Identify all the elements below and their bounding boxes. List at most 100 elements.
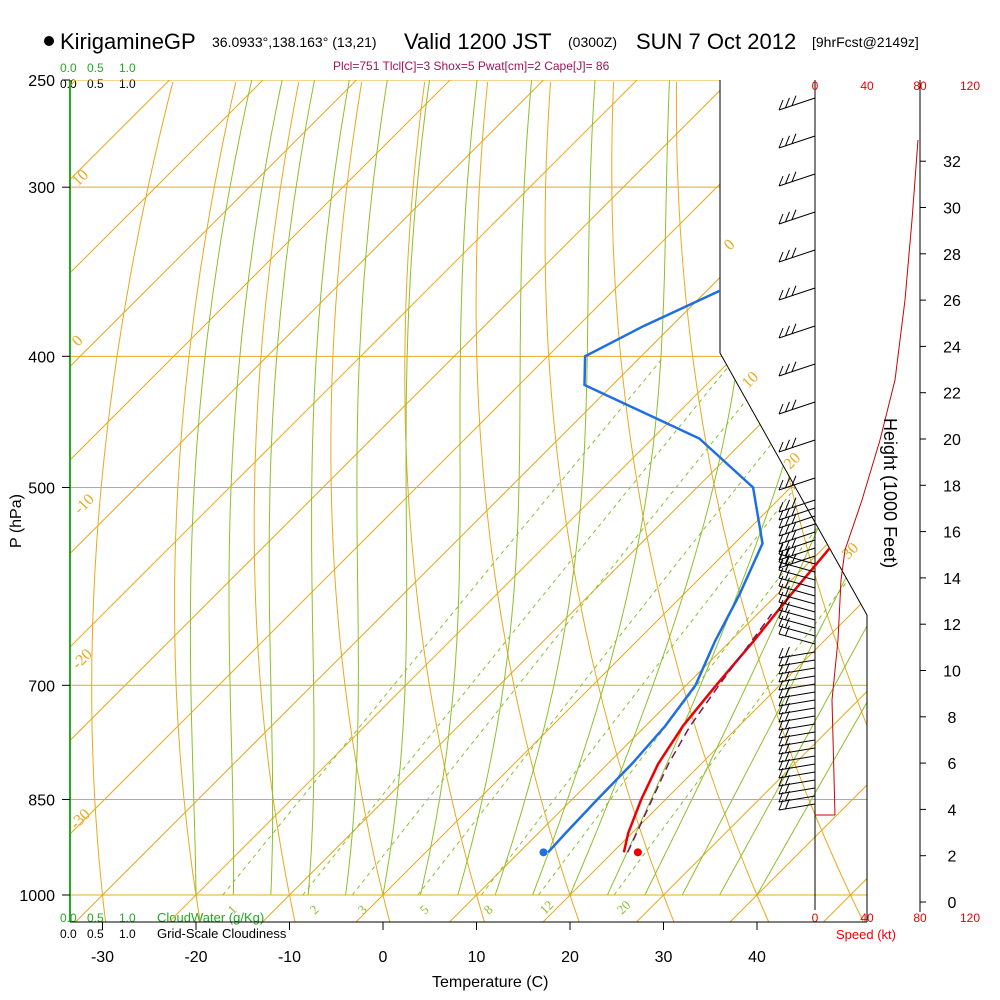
wind-barb-feather (791, 437, 797, 448)
wind-barb-feather (791, 399, 797, 410)
wind-barb-feather (778, 551, 784, 563)
height-tick-label: 14 (943, 571, 961, 588)
dry-adiabat-line (544, 81, 675, 922)
wind-barb-staff (778, 699, 816, 707)
dry-adiabat-line (174, 81, 237, 922)
wind-barb-feather (778, 751, 784, 763)
isotherm-label: 10 (739, 368, 762, 391)
right-frame-line (719, 80, 868, 922)
wind-barb-feather (791, 537, 797, 548)
wind-barb-feather (778, 743, 784, 755)
dry-adiabat-line (404, 81, 485, 922)
wind-barb-feather (778, 517, 784, 529)
wind-barb-feather (784, 670, 790, 682)
wind-barb-feather (778, 543, 784, 555)
wind-barb-feather (791, 475, 797, 486)
isobars-layer (70, 80, 867, 896)
wind-barb-feather (784, 545, 790, 556)
speed-tick-bottom-label: 120 (960, 911, 980, 925)
wind-barb-feather (785, 135, 790, 147)
wind-barb-staff (778, 691, 816, 699)
height-tick-label: 0 (948, 895, 957, 912)
isotherm-label: 30 (839, 539, 862, 562)
wind-barb-feather (778, 175, 784, 187)
wind-barb-staff (778, 477, 816, 491)
wind-barb-feather (785, 173, 790, 185)
wind-barb-feather (785, 325, 790, 337)
speed-tick-top-label: 40 (860, 79, 874, 93)
pressure-tick-label: 300 (28, 180, 55, 197)
wind-barb-feather (778, 509, 784, 521)
wind-barb-feather (785, 249, 790, 261)
height-tick-label: 18 (943, 478, 961, 495)
mixing-ratio-label: 5 (417, 902, 432, 917)
wind-barb-feather (785, 499, 790, 511)
wind-barb-staff (778, 675, 816, 683)
wind-barb-staff (778, 577, 816, 589)
wind-barb-feather (778, 365, 784, 377)
wind-barb-feather (785, 531, 790, 543)
x-axis-title: Temperature (C) (432, 974, 548, 991)
wind-barb-feather (784, 625, 790, 636)
moist-adiabat-line (756, 80, 867, 896)
wind-barb-staff (778, 803, 816, 811)
isotherm-line (70, 80, 825, 922)
wind-barb-feather (784, 646, 790, 658)
wind-barb-staff (778, 553, 816, 565)
wind-barb-staff (778, 795, 816, 803)
surface-dewpoint-point (539, 848, 548, 857)
speed-layer (815, 139, 919, 816)
wind-barb-feather (778, 687, 784, 699)
wind-barb-feather (784, 718, 790, 730)
height-tick-label: 16 (943, 525, 961, 542)
isotherms-layer (70, 80, 867, 922)
moist-adiabat-line (189, 80, 253, 895)
wind-barb-feather (778, 99, 784, 111)
temperature-tick-label: 40 (748, 949, 766, 966)
wind-barb-staff (778, 439, 816, 453)
wind-barb-feather (791, 361, 797, 372)
scale-tick-label: 0.0 (60, 927, 77, 941)
wind-barb-feather (778, 251, 784, 263)
pressure-tick-label: 250 (28, 73, 55, 90)
wind-barb-feather (784, 617, 790, 628)
wind-barb-staff (778, 763, 816, 771)
isotherm-line (70, 80, 544, 922)
dry-adiabat-line (801, 81, 867, 922)
isotherm-line (70, 80, 731, 922)
wind-barb-feather (778, 735, 784, 747)
height-tick-label: 24 (943, 339, 961, 356)
moist-adiabat-line (419, 80, 478, 896)
scale-tick-label: 0.5 (87, 911, 104, 925)
isotherm-line (636, 80, 867, 922)
wind-barbs-layer (778, 95, 816, 811)
temperature-tick-label: 20 (561, 949, 579, 966)
mixing-ratio-label: 12 (537, 897, 557, 917)
wind-barb-feather (784, 790, 790, 802)
pressure-tick-label: 700 (28, 678, 55, 695)
dewpoint-line (547, 90, 867, 854)
height-tick-label: 30 (943, 201, 961, 218)
wind-barb-staff (778, 731, 816, 739)
speed-tick-top-label: 80 (913, 79, 927, 93)
valid-label: Valid 1200 JST (404, 29, 552, 54)
wind-barb-staff (778, 287, 816, 301)
wind-barb-feather (778, 525, 784, 537)
moist-adiabat-line (494, 80, 596, 896)
isotherm-label: 10 (69, 166, 92, 189)
moist-adiabat-line (719, 80, 867, 896)
wind-barb-feather (784, 750, 790, 762)
wind-barb-feather (784, 742, 790, 754)
pressure-tick-label: 1000 (19, 888, 55, 905)
wind-barb-feather (785, 401, 790, 413)
wind-barb-feather (778, 591, 784, 603)
dry-adiabat-line (330, 81, 391, 922)
wind-barb-feather (784, 585, 790, 596)
scale-tick-label: 0.5 (87, 61, 104, 75)
station-name: KirigamineGP (60, 29, 196, 54)
wind-barb-staff (778, 325, 816, 339)
wind-barb-feather (784, 734, 790, 746)
wind-barb-feather (785, 439, 790, 451)
wind-barb-feather (778, 533, 784, 545)
